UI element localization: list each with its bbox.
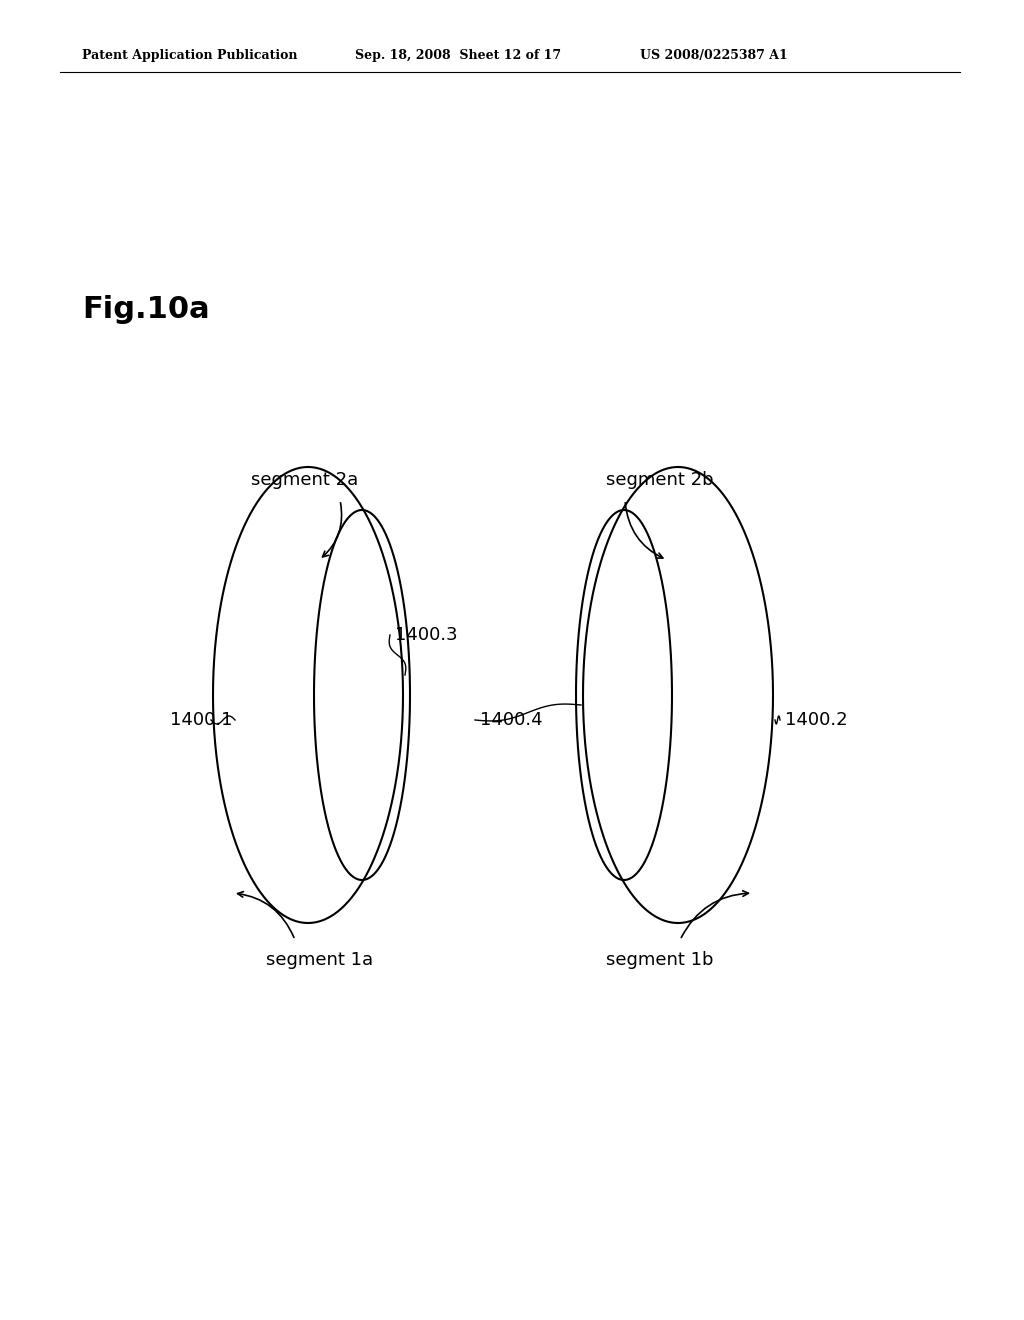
- Text: segment 2b: segment 2b: [606, 471, 714, 488]
- Text: segment 1b: segment 1b: [606, 950, 714, 969]
- Text: 1400.2: 1400.2: [785, 711, 848, 729]
- Text: segment 2a: segment 2a: [251, 471, 358, 488]
- Text: US 2008/0225387 A1: US 2008/0225387 A1: [640, 49, 787, 62]
- Text: segment 1a: segment 1a: [266, 950, 374, 969]
- Text: Patent Application Publication: Patent Application Publication: [82, 49, 298, 62]
- Text: Sep. 18, 2008  Sheet 12 of 17: Sep. 18, 2008 Sheet 12 of 17: [355, 49, 561, 62]
- Text: Fig.10a: Fig.10a: [82, 296, 210, 325]
- Text: 1400.1: 1400.1: [170, 711, 232, 729]
- Text: 1400.4: 1400.4: [480, 711, 543, 729]
- Text: 1400.3: 1400.3: [395, 626, 458, 644]
